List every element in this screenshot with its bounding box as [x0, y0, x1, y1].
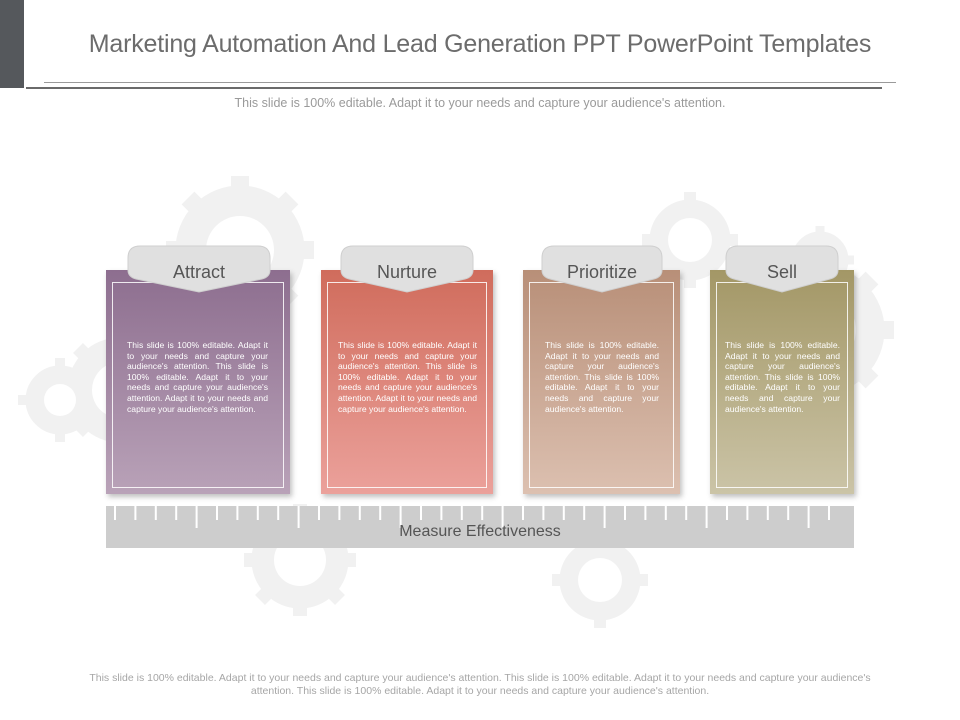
ruler-tick	[358, 506, 361, 520]
stage-text-nurture: This slide is 100% editable. Adapt it to…	[338, 340, 477, 414]
gear-bottom-right	[552, 532, 648, 628]
ruler-tick	[807, 506, 810, 528]
ruler-tick	[175, 506, 178, 520]
ruler-tick	[705, 506, 708, 528]
ruler-tick	[624, 506, 626, 520]
title-divider-thin	[44, 82, 896, 83]
ruler-tick	[236, 506, 239, 520]
ruler-tick	[522, 506, 524, 520]
ruler-tick	[726, 506, 728, 520]
ruler-tick	[318, 506, 320, 520]
ruler-tick	[277, 506, 280, 520]
stage-label-nurture: Nurture	[376, 262, 438, 282]
footer-text: This slide is 100% editable. Adapt it to…	[22, 672, 938, 698]
stage-card-prioritize	[523, 270, 680, 494]
slide-title: Marketing Automation And Lead Generation…	[88, 30, 872, 58]
ruler-tick	[134, 506, 137, 520]
stage-card-sell	[710, 270, 854, 494]
ruler-tick	[746, 506, 749, 520]
ruler-tick	[440, 506, 443, 520]
ruler-tick	[542, 506, 545, 520]
ruler-tick	[828, 506, 830, 520]
stage-tab-attract	[127, 245, 271, 293]
ruler-tick	[460, 506, 463, 520]
ruler-tick	[787, 506, 790, 520]
ruler-tick	[154, 506, 157, 520]
stage-tab-nurture	[340, 245, 474, 293]
ruler-tick	[501, 506, 504, 528]
gear-far-left	[18, 358, 102, 442]
ruler-tick	[420, 506, 422, 520]
ruler-tick	[114, 506, 116, 520]
ruler-tick	[297, 506, 300, 528]
ruler-tick	[195, 506, 198, 528]
ruler-tick	[481, 506, 484, 520]
stage-card-nurture	[321, 270, 493, 494]
ruler-tick	[664, 506, 667, 520]
ruler-tick	[379, 506, 382, 520]
measure-ruler	[106, 506, 854, 548]
ruler-tick	[603, 506, 606, 528]
ruler-tick	[399, 506, 402, 528]
title-divider-thick	[26, 87, 882, 89]
stage-text-prioritize: This slide is 100% editable. Adapt it to…	[545, 340, 659, 414]
ruler-tick	[583, 506, 586, 520]
ruler-tick	[562, 506, 565, 520]
stage-card-attract	[106, 270, 290, 494]
stage-tab-sell	[725, 245, 839, 293]
footer-line-2: attention. This slide is 100% editable. …	[250, 685, 710, 697]
stage-text-attract: This slide is 100% editable. Adapt it to…	[127, 340, 268, 414]
stage-text-sell: This slide is 100% editable. Adapt it to…	[725, 340, 840, 414]
stage-label-attract: Attract	[172, 262, 225, 282]
stage-label-sell: Sell	[766, 262, 797, 282]
ruler-tick	[766, 506, 769, 520]
ruler-label: Measure Effectiveness	[399, 523, 561, 540]
ruler-tick	[685, 506, 688, 520]
gear-top-right	[642, 192, 738, 288]
ruler-tick	[256, 506, 259, 520]
ruler-tick	[216, 506, 218, 520]
corner-accent	[0, 0, 24, 88]
ruler-tick	[338, 506, 341, 520]
ruler-tick	[644, 506, 647, 520]
stage-tab-prioritize	[541, 245, 663, 293]
stage-label-prioritize: Prioritize	[566, 262, 637, 282]
footer-line-1: This slide is 100% editable. Adapt it to…	[89, 672, 871, 684]
slide-subtitle: This slide is 100% editable. Adapt it to…	[234, 96, 726, 110]
